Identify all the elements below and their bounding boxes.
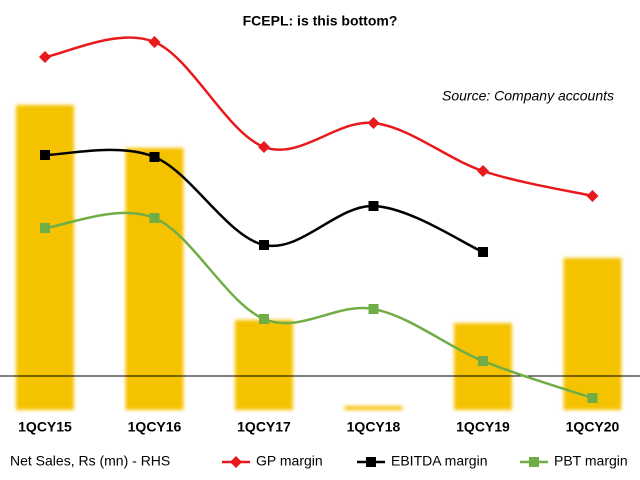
square-marker bbox=[587, 393, 598, 403]
diamond-marker bbox=[230, 456, 242, 468]
bar bbox=[454, 323, 512, 410]
diamond-marker bbox=[148, 36, 161, 48]
legend-label: Net Sales, Rs (mn) - RHS bbox=[10, 453, 170, 469]
square-marker bbox=[149, 152, 160, 162]
square-marker bbox=[149, 213, 160, 223]
x-tick-label: 1QCY15 bbox=[18, 419, 72, 435]
x-tick-label: 1QCY18 bbox=[347, 419, 401, 435]
chart-title: FCEPL: is this bottom? bbox=[243, 13, 398, 29]
x-tick-label: 1QCY20 bbox=[566, 419, 620, 435]
square-marker bbox=[259, 314, 269, 324]
source-note: Source: Company accounts bbox=[442, 88, 614, 104]
x-tick-label: 1QCY17 bbox=[237, 419, 291, 435]
legend-label: EBITDA margin bbox=[391, 453, 487, 469]
x-tick-label: 1QCY19 bbox=[456, 419, 510, 435]
bar bbox=[235, 319, 293, 410]
square-marker bbox=[368, 304, 379, 314]
line-series bbox=[44, 211, 593, 400]
square-marker bbox=[40, 150, 50, 160]
line-series bbox=[44, 36, 593, 198]
square-marker bbox=[368, 201, 379, 211]
square-marker bbox=[478, 247, 488, 257]
diamond-marker bbox=[367, 117, 380, 129]
x-tick-label: 1QCY16 bbox=[128, 419, 182, 435]
square-marker bbox=[40, 223, 50, 233]
legend-label: GP margin bbox=[256, 453, 323, 469]
legend-label: PBT margin bbox=[554, 453, 628, 469]
square-marker bbox=[259, 240, 269, 250]
square-marker bbox=[529, 457, 539, 467]
diamond-marker bbox=[39, 51, 51, 63]
bar bbox=[344, 406, 403, 410]
square-marker bbox=[478, 356, 488, 366]
diamond-marker bbox=[586, 190, 599, 202]
bar bbox=[563, 257, 622, 410]
bar bbox=[125, 147, 184, 411]
line-series bbox=[44, 148, 484, 254]
diamond-marker bbox=[258, 141, 270, 153]
bar-group bbox=[16, 105, 622, 411]
square-marker bbox=[366, 457, 376, 467]
diamond-marker bbox=[477, 165, 489, 177]
